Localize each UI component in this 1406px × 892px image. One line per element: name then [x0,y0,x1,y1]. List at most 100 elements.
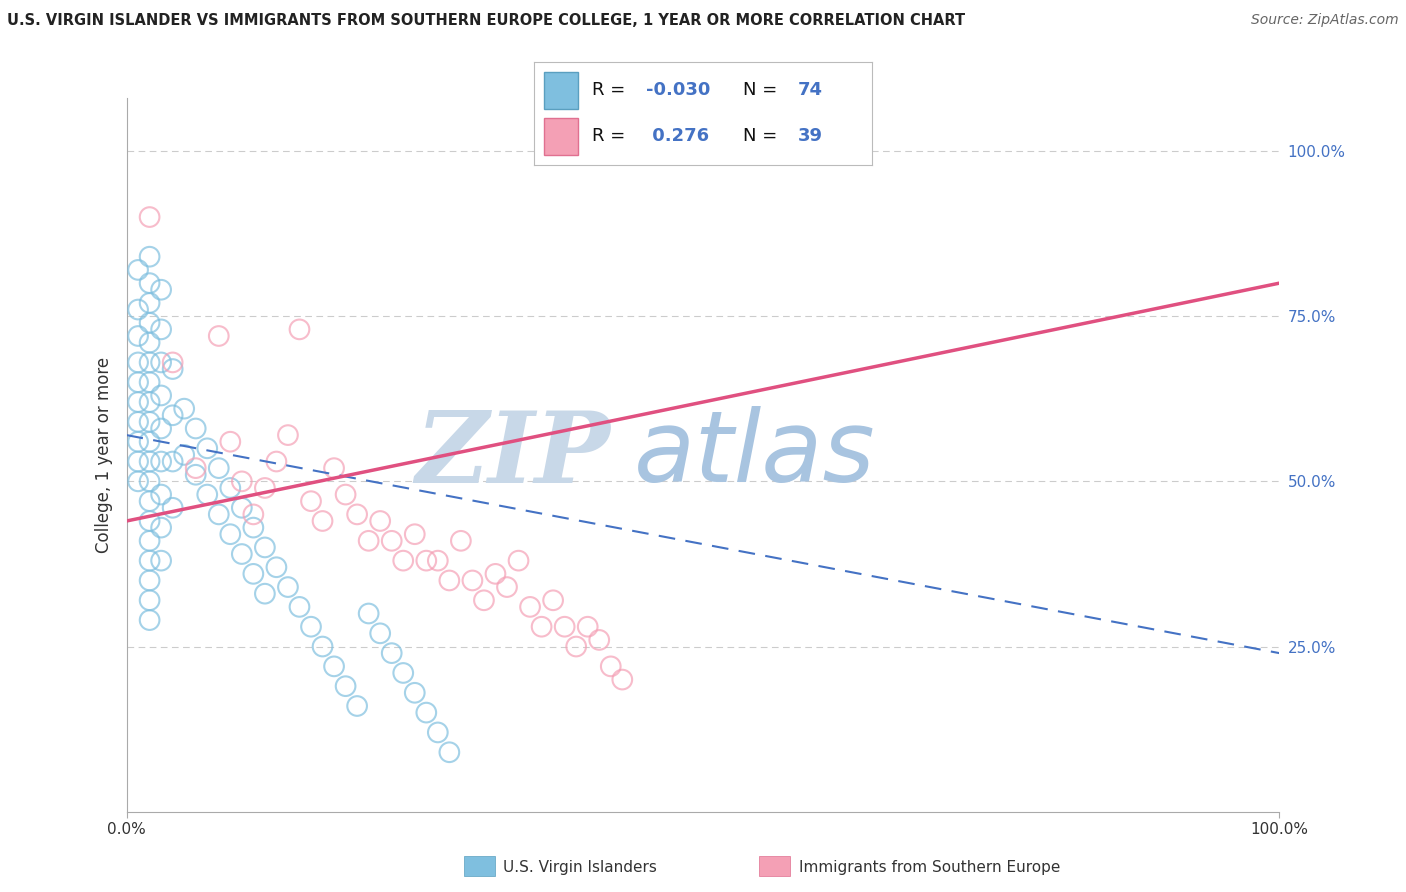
Point [404,686,426,700]
Text: R =: R = [592,128,631,145]
Point [266,454,288,468]
Point [323,461,346,475]
Point [496,580,519,594]
Point [381,646,404,660]
Point [127,329,149,343]
Point [253,587,276,601]
Point [138,316,160,330]
Text: N =: N = [744,128,783,145]
Point [392,665,415,680]
Point [368,626,391,640]
Point [195,487,218,501]
Point [253,541,276,555]
Text: Source: ZipAtlas.com: Source: ZipAtlas.com [1251,13,1399,28]
Point [138,574,160,588]
Text: Immigrants from Southern Europe: Immigrants from Southern Europe [799,860,1060,874]
Point [242,508,264,522]
Point [335,487,357,501]
Point [162,500,184,515]
Point [588,632,610,647]
Point [138,335,160,350]
Point [277,428,299,442]
Point [357,533,380,548]
Point [138,554,160,568]
Text: R =: R = [592,81,631,99]
Point [127,415,149,429]
Point [162,454,184,468]
Point [450,533,472,548]
Point [150,355,173,369]
Text: U.S. Virgin Islanders: U.S. Virgin Islanders [503,860,657,874]
Point [150,454,173,468]
Point [426,554,449,568]
Point [173,401,195,416]
Point [335,679,357,693]
Point [138,250,160,264]
Point [311,514,333,528]
Point [150,322,173,336]
Point [184,467,207,482]
Point [150,487,173,501]
Point [208,329,231,343]
Point [404,527,426,541]
Point [484,566,506,581]
Point [231,547,253,561]
Point [138,454,160,468]
Point [231,500,253,515]
Point [138,395,160,409]
Text: N =: N = [744,81,783,99]
Point [150,520,173,534]
Point [150,554,173,568]
Bar [544,71,578,109]
Point [150,283,173,297]
Point [554,620,576,634]
Point [162,355,184,369]
Point [277,580,299,594]
Point [311,640,333,654]
Text: 39: 39 [797,128,823,145]
Point [195,442,218,456]
Point [184,461,207,475]
Point [150,421,173,435]
Point [346,508,368,522]
Point [472,593,495,607]
Point [461,574,484,588]
Point [508,554,530,568]
Text: atlas: atlas [634,407,876,503]
Point [127,302,149,317]
Text: -0.030: -0.030 [645,81,710,99]
Point [381,533,404,548]
Point [127,475,149,489]
Point [392,554,415,568]
Point [184,421,207,435]
Point [415,554,437,568]
Point [138,296,160,310]
Point [138,376,160,390]
Point [138,415,160,429]
Point [565,640,588,654]
Point [138,434,160,449]
Point [127,395,149,409]
Point [530,620,553,634]
Text: ZIP: ZIP [416,407,610,503]
Point [219,481,242,495]
Point [288,322,311,336]
Point [162,362,184,376]
Point [127,263,149,277]
Point [426,725,449,739]
Point [162,409,184,423]
Point [127,434,149,449]
Point [612,673,634,687]
Point [208,508,231,522]
Point [219,434,242,449]
Point [138,593,160,607]
Point [576,620,599,634]
Point [127,454,149,468]
Point [138,613,160,627]
Point [138,210,160,224]
Point [599,659,621,673]
Point [415,706,437,720]
Point [439,745,461,759]
Point [208,461,231,475]
Point [253,481,276,495]
